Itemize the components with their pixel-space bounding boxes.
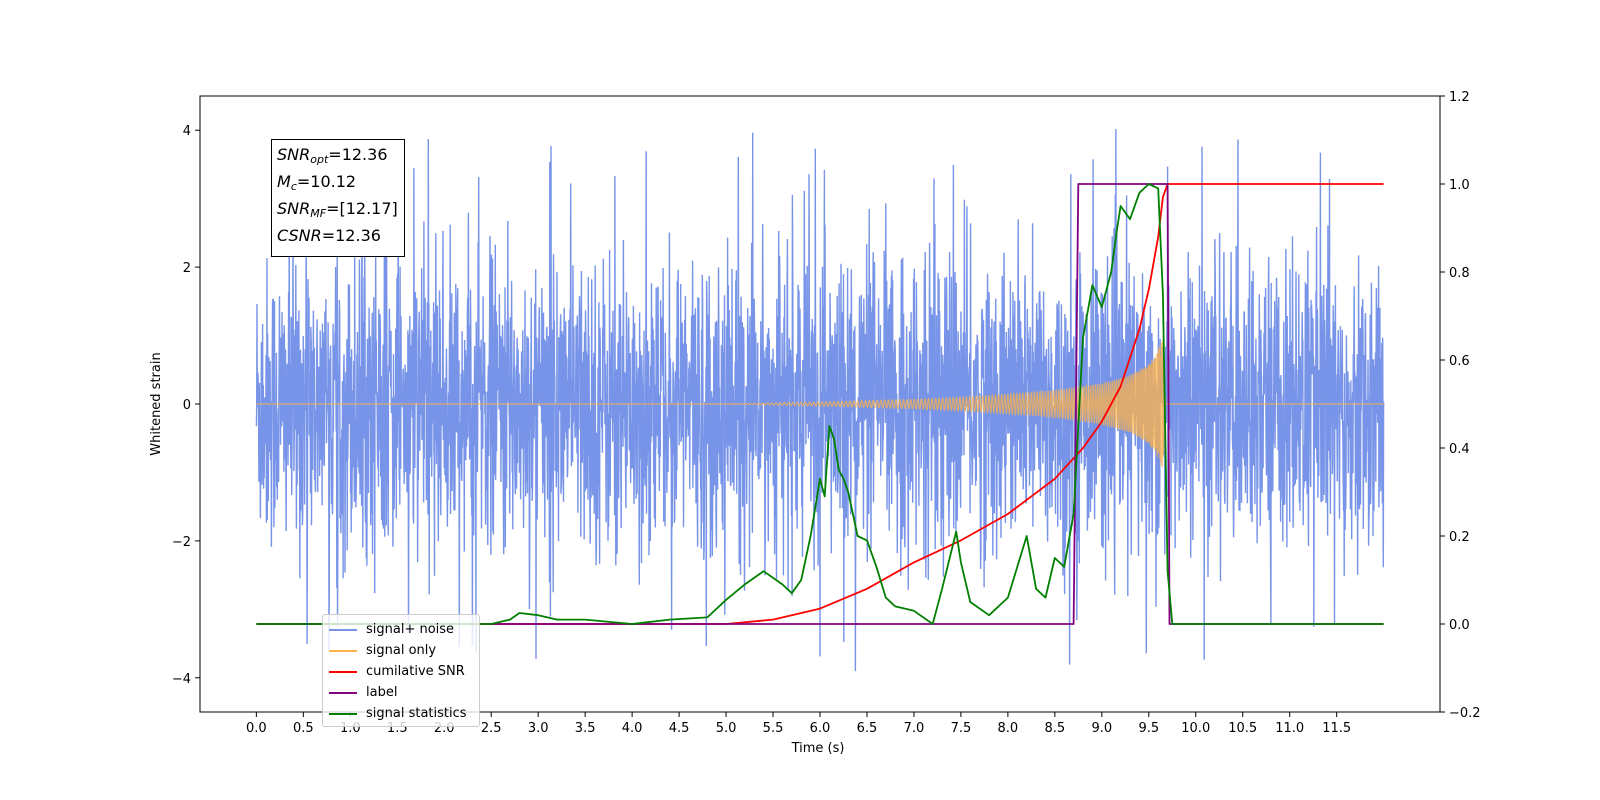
snr-mf-line: SNRMF=[12.17] [277, 199, 398, 220]
x-tick-label: 6.5 [857, 721, 878, 736]
x-tick-label: 5.5 [763, 721, 784, 736]
legend: signal+ noise signal only cumilative SNR… [322, 614, 480, 727]
csnr-line: CSNR=12.36 [277, 226, 381, 245]
legend-label: signal only [366, 643, 437, 658]
x-tick-label: 6.0 [810, 721, 831, 736]
series-layer [255, 129, 1385, 672]
legend-label: signal statistics [366, 706, 467, 721]
x-tick-label: 11.0 [1275, 721, 1304, 736]
x-tick-label: 2.5 [481, 721, 502, 736]
series-cumulative-snr [256, 183, 1384, 625]
y-tick-label: −2 [172, 535, 191, 550]
legend-swatch [329, 628, 357, 631]
x-tick-label: 9.5 [1138, 721, 1159, 736]
y-tick-label: 2 [183, 261, 191, 276]
x-tick-label: 0.0 [246, 721, 267, 736]
legend-label: signal+ noise [366, 622, 455, 637]
x-tick-label: 8.0 [998, 721, 1019, 736]
y2-tick-label: 0.6 [1449, 354, 1470, 369]
x-tick-label: 10.5 [1228, 721, 1257, 736]
x-tick-label: 4.0 [622, 721, 643, 736]
legend-item-signal-only: signal only [323, 640, 479, 661]
y2-tick-label: −0.2 [1449, 706, 1481, 721]
series-signal-noise [255, 129, 1385, 672]
y-axis-left: −4 −2 0 2 4 [172, 124, 200, 687]
x-tick-label: 9.0 [1091, 721, 1112, 736]
y2-tick-label: 1.0 [1449, 178, 1470, 193]
x-tick-label: 10.0 [1181, 721, 1210, 736]
x-tick-label: 3.5 [575, 721, 596, 736]
x-tick-label: 11.5 [1322, 721, 1351, 736]
snr-info-box: SNRopt=12.36 Mc=10.12 SNRMF=[12.17] CSNR… [271, 139, 405, 257]
y-tick-label: −4 [172, 672, 191, 687]
y-tick-label: 0 [183, 398, 191, 413]
x-tick-label: 8.5 [1045, 721, 1066, 736]
legend-swatch [329, 712, 357, 715]
snr-opt-line: SNRopt=12.36 [277, 145, 388, 166]
series-signal-statistics [256, 183, 1384, 625]
y-axis-right: −0.2 0.0 0.2 0.4 0.6 0.8 1.0 1.2 [1440, 90, 1481, 721]
y-tick-label: 4 [183, 124, 191, 139]
legend-swatch [329, 691, 357, 694]
x-tick-label: 5.0 [716, 721, 737, 736]
legend-item-signal-noise: signal+ noise [323, 619, 479, 640]
x-tick-label: 3.0 [528, 721, 549, 736]
legend-item-label: label [323, 682, 479, 703]
legend-item-cumulative-snr: cumilative SNR [323, 661, 479, 682]
y2-tick-label: 0.2 [1449, 530, 1470, 545]
series-signal-only [256, 339, 1384, 468]
x-tick-label: 4.5 [669, 721, 690, 736]
x-tick-label: 0.5 [293, 721, 314, 736]
legend-swatch [329, 649, 357, 652]
legend-label: label [366, 685, 398, 700]
x-tick-label: 7.5 [951, 721, 972, 736]
x-tick-label: 7.0 [904, 721, 925, 736]
y2-tick-label: 0.4 [1449, 442, 1470, 457]
legend-label: cumilative SNR [366, 664, 465, 679]
y2-tick-label: 1.2 [1449, 90, 1470, 105]
legend-swatch [329, 670, 357, 673]
y2-tick-label: 0.8 [1449, 266, 1470, 281]
chirp-mass-line: Mc=10.12 [277, 172, 357, 193]
legend-item-signal-statistics: signal statistics [323, 703, 479, 724]
y-axis-label: Whitened strain [149, 352, 164, 455]
x-axis-label: Time (s) [791, 741, 845, 756]
y2-tick-label: 0.0 [1449, 618, 1470, 633]
